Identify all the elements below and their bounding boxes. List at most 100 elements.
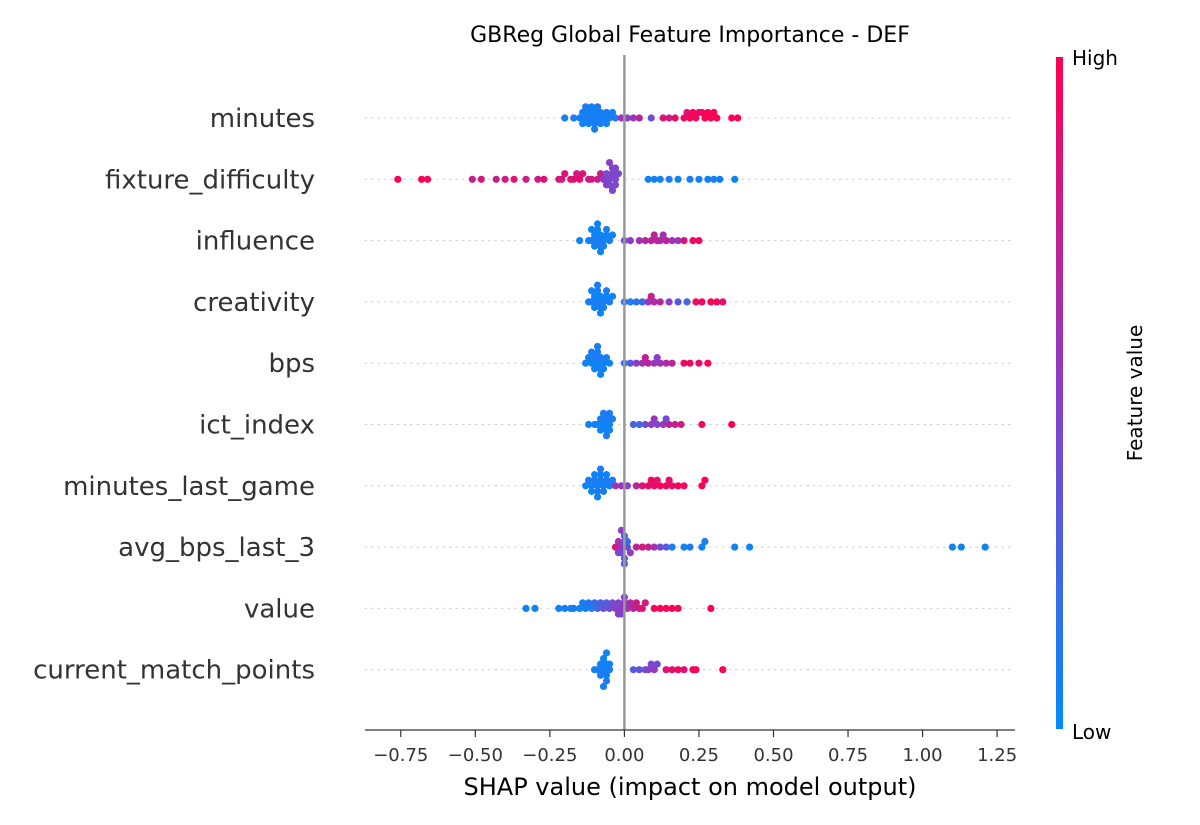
shap-point bbox=[593, 237, 602, 245]
shap-point bbox=[626, 599, 634, 607]
shap-point bbox=[614, 170, 623, 178]
shap-point bbox=[662, 237, 670, 245]
shap-point bbox=[632, 599, 640, 607]
shap-point bbox=[662, 482, 670, 490]
shap-point bbox=[641, 237, 649, 245]
shap-point bbox=[590, 599, 599, 607]
shap-point bbox=[611, 181, 620, 189]
feature-label: value bbox=[244, 594, 315, 624]
shap-point bbox=[593, 114, 602, 122]
shap-point bbox=[653, 476, 661, 484]
shap-point bbox=[588, 348, 596, 356]
shap-point bbox=[599, 242, 608, 250]
shap-point bbox=[680, 237, 688, 245]
shap-point bbox=[599, 654, 608, 663]
shap-point bbox=[608, 231, 617, 239]
shap-point bbox=[593, 482, 602, 490]
shap-point bbox=[626, 549, 634, 557]
shap-point bbox=[593, 359, 602, 367]
shap-point bbox=[614, 610, 623, 618]
shap-point bbox=[650, 543, 658, 551]
shap-point bbox=[680, 666, 688, 674]
shap-point bbox=[662, 604, 670, 613]
shap-point bbox=[629, 604, 637, 613]
shap-point bbox=[599, 666, 608, 674]
shap-point bbox=[650, 415, 658, 423]
shap-point bbox=[695, 359, 703, 367]
x-tick-label: 1.00 bbox=[903, 745, 943, 766]
shap-point bbox=[579, 119, 587, 128]
shap-point bbox=[588, 175, 596, 183]
shap-point bbox=[590, 119, 599, 128]
shap-point bbox=[638, 482, 646, 490]
shap-point bbox=[593, 420, 602, 429]
shap-point bbox=[638, 604, 646, 613]
shap-point bbox=[599, 303, 608, 312]
shap-point bbox=[611, 482, 620, 490]
shap-point bbox=[590, 471, 599, 479]
shap-point bbox=[561, 604, 569, 613]
x-axis-label: SHAP value (impact on model output) bbox=[464, 773, 917, 801]
shap-point bbox=[707, 604, 715, 613]
shap-point bbox=[719, 666, 727, 674]
shap-point bbox=[719, 298, 727, 306]
shap-point bbox=[629, 420, 637, 429]
row-guides bbox=[364, 117, 1016, 671]
shap-point bbox=[605, 359, 614, 367]
shap-point bbox=[605, 175, 614, 183]
shap-point bbox=[698, 420, 706, 429]
shap-point bbox=[692, 114, 700, 122]
feature-label: fixture_difficulty bbox=[105, 165, 315, 195]
shap-point bbox=[608, 108, 617, 117]
shap-point bbox=[590, 303, 599, 312]
shap-point bbox=[501, 175, 509, 183]
shap-point bbox=[638, 359, 646, 367]
shap-point bbox=[710, 108, 718, 117]
shap-point bbox=[650, 604, 658, 613]
shap-point bbox=[558, 175, 566, 183]
shap-point bbox=[599, 175, 608, 183]
shap-point bbox=[614, 549, 623, 557]
shap-point bbox=[647, 420, 655, 429]
shap-point bbox=[593, 281, 602, 289]
shap-point bbox=[704, 175, 712, 183]
shap-point bbox=[611, 114, 620, 122]
shap-point bbox=[590, 242, 599, 250]
shap-point bbox=[981, 543, 989, 551]
shap-point bbox=[540, 175, 548, 183]
x-tick-label: 1.25 bbox=[977, 745, 1017, 766]
shap-point bbox=[602, 354, 611, 362]
shap-point bbox=[686, 114, 694, 122]
shap-point bbox=[510, 175, 518, 183]
shap-point bbox=[602, 471, 611, 479]
shap-point bbox=[605, 482, 614, 490]
shap-point bbox=[593, 225, 602, 234]
shap-point bbox=[588, 287, 596, 295]
shap-point bbox=[593, 604, 602, 613]
shap-point bbox=[680, 482, 688, 490]
shap-point bbox=[608, 292, 617, 300]
shap-point bbox=[644, 543, 652, 551]
shap-point bbox=[602, 671, 611, 679]
shap-point bbox=[590, 476, 599, 484]
shap-point bbox=[602, 170, 611, 178]
shap-point bbox=[596, 370, 605, 378]
shap-point bbox=[680, 359, 688, 367]
x-tick-label: 0.25 bbox=[679, 745, 719, 766]
shap-point bbox=[570, 114, 578, 122]
shap-point bbox=[674, 175, 682, 183]
shap-point bbox=[582, 114, 590, 122]
shap-point bbox=[695, 237, 703, 245]
shap-point bbox=[596, 671, 605, 679]
shap-point bbox=[644, 482, 652, 490]
feature-labels: minutes fixture_difficulty influence creati… bbox=[33, 104, 315, 686]
shap-point bbox=[602, 415, 611, 423]
shap-point bbox=[650, 298, 658, 306]
colorbar-low-label: Low bbox=[1072, 720, 1111, 744]
shap-point bbox=[698, 298, 706, 306]
shap-point bbox=[576, 114, 584, 122]
shap-point bbox=[576, 604, 584, 613]
shap-point bbox=[701, 114, 709, 122]
x-tick-label: 0.75 bbox=[828, 745, 868, 766]
